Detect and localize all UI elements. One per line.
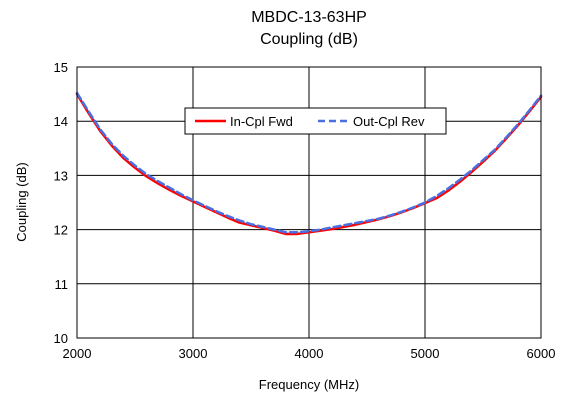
legend-label-out-cpl-rev: Out-Cpl Rev (353, 114, 425, 129)
x-tick-label: 3000 (179, 346, 208, 361)
series-lines (75, 91, 543, 236)
x-tick-label: 4000 (295, 346, 324, 361)
series-line-in-cpl-fwd (75, 92, 543, 236)
series-line-out-cpl-rev (75, 91, 543, 234)
plot-border (76, 66, 542, 339)
y-tick-label: 14 (54, 114, 68, 129)
y-tick-label: 10 (54, 331, 68, 346)
x-tick-label: 2000 (63, 346, 92, 361)
legend-label-in-cpl-fwd: In-Cpl Fwd (230, 114, 293, 129)
y-axis-label: Coupling (dB) (14, 162, 29, 242)
legend-box (184, 107, 447, 135)
y-tick-label: 15 (54, 60, 68, 75)
y-tick-label: 12 (54, 223, 68, 238)
legend: In-Cpl Fwd Out-Cpl Rev (184, 107, 447, 135)
x-axis-label: Frequency (MHz) (259, 377, 359, 392)
y-tick-label: 11 (55, 277, 69, 292)
y-tick-label: 13 (54, 168, 68, 183)
x-tick-label: 6000 (527, 346, 556, 361)
tick-labels: 2000 3000 4000 5000 6000 10 11 12 13 14 15 (54, 60, 556, 361)
chart-title: MBDC-13-63HP (251, 9, 367, 26)
x-tick-label: 5000 (411, 346, 440, 361)
chart-subtitle: Coupling (dB) (260, 31, 358, 48)
